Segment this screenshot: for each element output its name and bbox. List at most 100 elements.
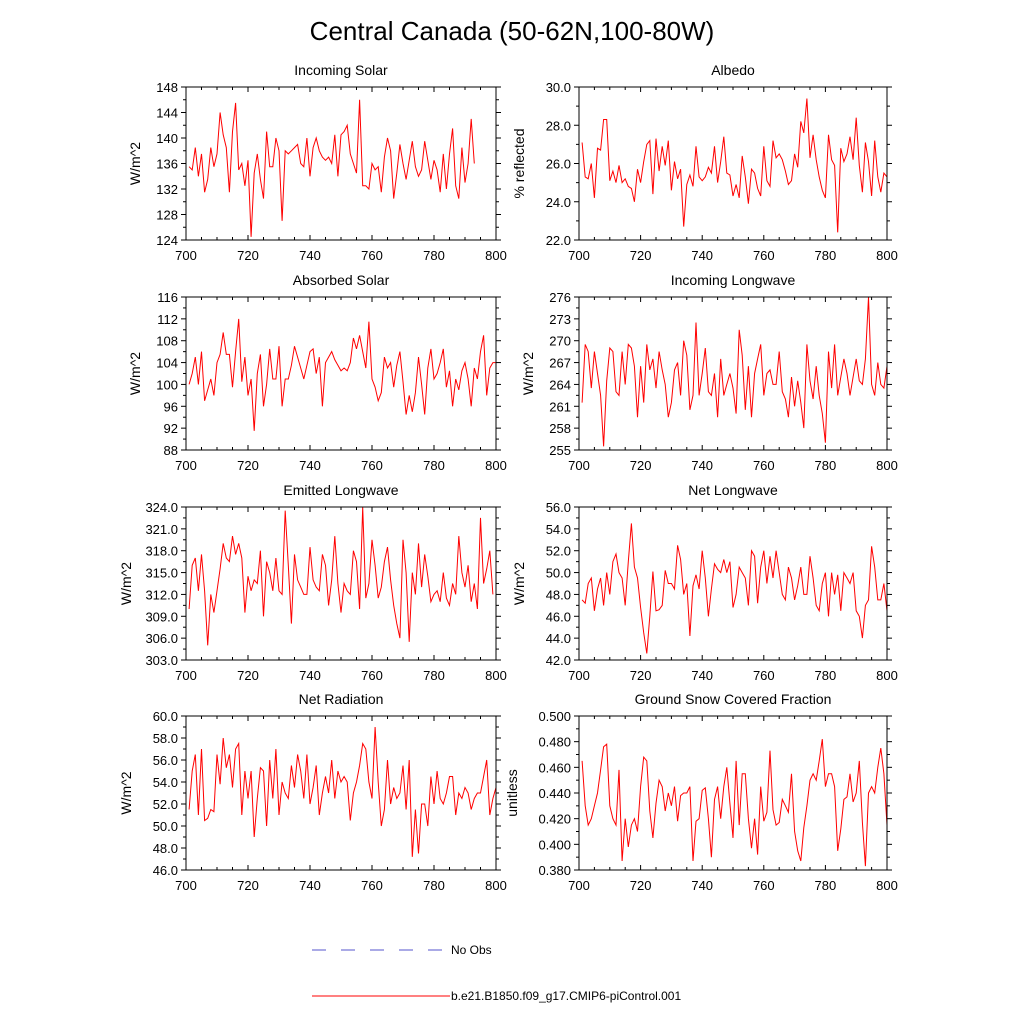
x-tick-label: 800 xyxy=(876,458,898,473)
x-tick-label: 780 xyxy=(815,248,837,263)
y-tick-label: 48.0 xyxy=(153,841,178,856)
plot-frame xyxy=(578,506,888,661)
x-tick-label: 700 xyxy=(568,458,590,473)
panel-title: Incoming Solar xyxy=(294,62,388,78)
x-tick-label: 700 xyxy=(175,458,197,473)
x-tick-label: 740 xyxy=(299,248,321,263)
y-tick-label: 26.0 xyxy=(546,157,571,172)
x-tick-label: 740 xyxy=(299,668,321,683)
plot-frame xyxy=(185,86,497,241)
y-tick-label: 52.0 xyxy=(153,797,178,812)
plot-frame xyxy=(185,715,497,871)
y-axis-label: % reflected xyxy=(511,128,527,198)
panels: 700 720 740 760 780 800 124 128 132 136 140 144 148 I… xyxy=(118,62,898,893)
x-tick-label: 800 xyxy=(485,878,507,893)
x-tick-label: 760 xyxy=(361,248,383,263)
panel-1: 700 720 740 760 780 800 124 128 132 136 140 144 148 I… xyxy=(127,62,507,263)
y-tick-label: 52.0 xyxy=(546,544,571,559)
panel-2: 700 720 740 760 780 800 22.0 24.0 26.0 28.0 30.0 Al… xyxy=(511,62,898,263)
x-tick-label: 720 xyxy=(237,878,259,893)
x-tick-label: 800 xyxy=(485,458,507,473)
x-tick-label: 700 xyxy=(175,878,197,893)
y-tick-label: 140 xyxy=(156,131,178,146)
y-tick-label: 0.400 xyxy=(538,837,571,852)
x-tick-label: 780 xyxy=(815,668,837,683)
y-tick-label: 46.0 xyxy=(153,863,178,878)
series-line-1 xyxy=(188,99,475,237)
panel-3: 700 720 740 760 780 800 88 92 96 100 104 108 112 116 A… xyxy=(127,272,507,473)
panel-6: 700 720 740 760 780 800 42.0 44.0 46.0 48.0 50.0 52… xyxy=(511,482,898,683)
y-axis-label: W/m^2 xyxy=(511,562,527,605)
x-tick-label: 720 xyxy=(630,458,652,473)
x-tick-label: 740 xyxy=(691,248,713,263)
y-tick-label: 0.460 xyxy=(538,760,571,775)
y-tick-label: 92 xyxy=(164,421,178,436)
x-tick-label: 700 xyxy=(568,248,590,263)
y-tick-label: 108 xyxy=(156,334,178,349)
y-tick-label: 306.0 xyxy=(145,631,178,646)
panel-title: Net Longwave xyxy=(688,482,778,498)
y-tick-label: 255 xyxy=(549,443,571,458)
panel-title: Net Radiation xyxy=(299,691,384,707)
x-tick-label: 740 xyxy=(691,458,713,473)
series-line-1 xyxy=(188,318,496,431)
y-tick-label: 303.0 xyxy=(145,653,178,668)
y-tick-label: 324.0 xyxy=(145,500,178,515)
y-axis-label: W/m^2 xyxy=(127,352,143,395)
y-axis-label: W/m^2 xyxy=(118,562,134,605)
y-tick-label: 44.0 xyxy=(546,631,571,646)
x-tick-label: 720 xyxy=(237,248,259,263)
y-tick-label: 30.0 xyxy=(546,80,571,95)
y-tick-label: 0.420 xyxy=(538,812,571,827)
y-tick-label: 50.0 xyxy=(153,819,178,834)
y-tick-label: 22.0 xyxy=(546,233,571,248)
panel-title: Ground Snow Covered Fraction xyxy=(635,691,832,707)
y-tick-label: 54.0 xyxy=(153,775,178,790)
x-tick-label: 700 xyxy=(175,248,197,263)
y-tick-label: 24.0 xyxy=(546,195,571,210)
x-tick-label: 740 xyxy=(691,668,713,683)
y-axis-label: W/m^2 xyxy=(118,771,134,814)
y-tick-label: 264 xyxy=(549,377,571,392)
y-tick-label: 50.0 xyxy=(546,566,571,581)
y-axis-label: W/m^2 xyxy=(127,142,143,185)
x-tick-label: 780 xyxy=(423,668,445,683)
y-tick-label: 309.0 xyxy=(145,609,178,624)
x-tick-label: 800 xyxy=(876,878,898,893)
y-tick-label: 0.440 xyxy=(538,786,571,801)
y-tick-label: 318.0 xyxy=(145,544,178,559)
x-tick-label: 800 xyxy=(485,248,507,263)
y-tick-label: 56.0 xyxy=(546,500,571,515)
y-tick-label: 56.0 xyxy=(153,753,178,768)
y-tick-label: 312.0 xyxy=(145,587,178,602)
x-tick-label: 760 xyxy=(753,878,775,893)
series-line-1 xyxy=(581,296,888,447)
y-tick-label: 148 xyxy=(156,80,178,95)
y-tick-label: 273 xyxy=(549,312,571,327)
y-tick-label: 267 xyxy=(549,356,571,371)
panel-title: Emitted Longwave xyxy=(283,482,398,498)
x-tick-label: 740 xyxy=(299,458,321,473)
figure-title: Central Canada (50-62N,100-80W) xyxy=(310,16,715,46)
x-tick-label: 780 xyxy=(423,248,445,263)
plot-frame xyxy=(578,296,888,451)
x-tick-label: 760 xyxy=(753,248,775,263)
y-tick-label: 0.380 xyxy=(538,863,571,878)
y-tick-label: 46.0 xyxy=(546,609,571,624)
x-tick-label: 700 xyxy=(568,878,590,893)
y-tick-label: 116 xyxy=(157,290,178,305)
y-tick-label: 128 xyxy=(156,208,178,223)
series-line-1 xyxy=(581,98,888,233)
plot-frame xyxy=(185,506,497,661)
x-tick-label: 760 xyxy=(361,668,383,683)
y-tick-label: 54.0 xyxy=(546,522,571,537)
x-tick-label: 720 xyxy=(237,668,259,683)
y-tick-label: 28.0 xyxy=(546,118,571,133)
legend-no-obs-label: No Obs xyxy=(451,943,492,957)
y-tick-label: 261 xyxy=(549,399,571,414)
y-tick-label: 48.0 xyxy=(546,587,571,602)
panel-5: 700 720 740 760 780 800 303.0 306.0 309.0 312.0 31… xyxy=(118,482,507,683)
y-tick-label: 58.0 xyxy=(153,731,178,746)
x-tick-label: 780 xyxy=(815,878,837,893)
y-tick-label: 321.0 xyxy=(145,522,178,537)
